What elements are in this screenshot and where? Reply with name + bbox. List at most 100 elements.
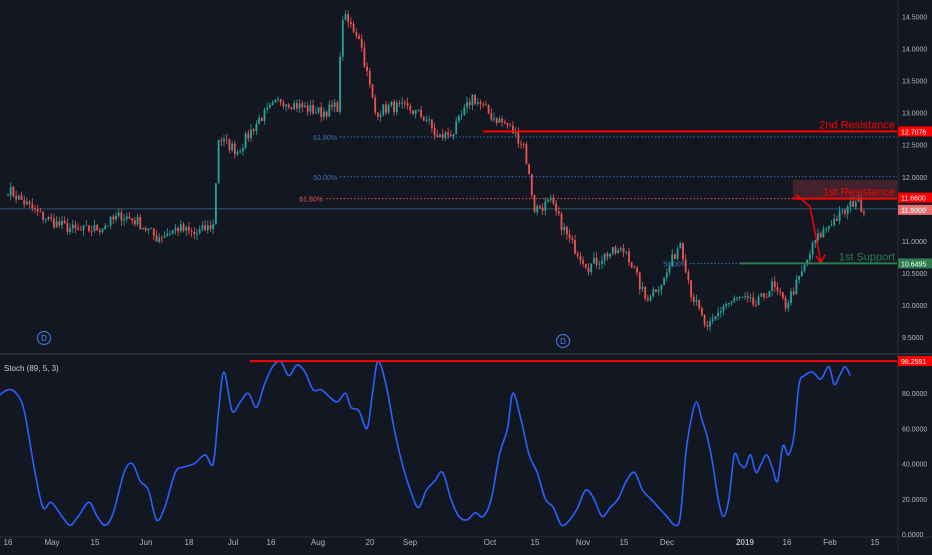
candle-body	[795, 279, 798, 295]
candle-body	[709, 321, 711, 327]
candle-body	[582, 260, 584, 264]
candle-body	[863, 211, 865, 214]
candle-body	[649, 296, 652, 301]
candle-body	[671, 254, 674, 267]
candle-body	[803, 264, 806, 272]
candle-body	[676, 248, 679, 259]
candle-body	[663, 277, 665, 285]
candle-body	[717, 312, 719, 317]
candle-body	[304, 105, 306, 108]
dividend-marker[interactable]	[36, 330, 52, 346]
candle-body	[633, 267, 636, 269]
candle-body	[695, 300, 698, 302]
candle-body	[263, 109, 266, 121]
candle-body	[736, 297, 738, 299]
candle-body	[809, 254, 811, 260]
y-tick-label: 11.0000	[902, 239, 927, 246]
candle-body	[773, 281, 776, 288]
candle-body	[358, 35, 360, 40]
candle-body	[34, 208, 36, 210]
candle-body	[460, 115, 463, 117]
candle-body	[23, 199, 26, 205]
candle-body	[576, 253, 579, 257]
candle-body	[9, 186, 12, 196]
candle-body	[120, 212, 123, 221]
candle-body	[350, 22, 352, 24]
candle-body	[179, 224, 182, 232]
y-tick-label: 13.0000	[902, 111, 927, 118]
candle-body	[490, 113, 493, 120]
candle-body	[474, 94, 476, 104]
stoch-title: Stoch (89, 5, 3)	[4, 364, 59, 373]
candle-body	[609, 253, 611, 257]
y-tick-label: 11.5000	[902, 207, 927, 214]
current-price-tag-bg	[898, 204, 932, 215]
candle-body	[668, 266, 671, 273]
candle-body	[196, 233, 198, 235]
resistance-1-label: 1st Resistance	[823, 187, 895, 199]
candle-body	[765, 297, 768, 298]
candle-body	[339, 56, 341, 112]
candle-body	[741, 297, 744, 298]
candle-body	[833, 218, 836, 226]
candle-body	[277, 99, 279, 101]
candle-body	[44, 219, 47, 221]
candle-body	[428, 119, 431, 121]
candle-body	[409, 105, 412, 111]
forecast-arrow	[795, 194, 822, 263]
stoch-level-tag-bg	[898, 356, 932, 367]
candle-body	[665, 272, 668, 278]
candle-body	[387, 105, 390, 113]
candle-body	[512, 125, 514, 134]
candle-body	[455, 121, 458, 135]
candle-body	[555, 203, 557, 212]
candle-body	[849, 201, 852, 207]
candle-body	[566, 226, 568, 235]
resistance-2-label: 2nd Resistance	[819, 119, 895, 131]
candle-body	[282, 102, 285, 107]
candle-body	[252, 129, 255, 132]
candle-body	[190, 230, 193, 232]
candle-body	[355, 31, 358, 36]
dividend-marker[interactable]	[555, 333, 571, 349]
candle-body	[852, 201, 854, 207]
candle-body	[63, 220, 66, 224]
x-tick-label: Jun	[140, 538, 153, 547]
candle-body	[279, 99, 282, 103]
candle-body	[142, 227, 144, 230]
candle-body	[684, 259, 687, 273]
candle-body	[109, 216, 112, 226]
candle-body	[449, 134, 452, 137]
candle-body	[728, 303, 730, 305]
candle-body	[39, 211, 42, 213]
candle-body	[328, 104, 331, 117]
y-tick-label: 14.0000	[902, 46, 927, 53]
candle-body	[368, 71, 371, 85]
candle-body	[53, 218, 55, 228]
candle-body	[169, 233, 171, 235]
candle-body	[125, 216, 128, 219]
candle-body	[701, 308, 703, 315]
candle-body	[825, 228, 827, 230]
candle-body	[150, 228, 152, 230]
candle-body	[225, 138, 228, 140]
resistance-2-tag-bg	[898, 126, 932, 137]
candle-body	[482, 104, 485, 105]
candle-body	[768, 290, 771, 298]
candle-body	[509, 125, 512, 127]
candle-body	[811, 243, 814, 255]
candle-body	[657, 289, 660, 292]
candle-body	[830, 225, 833, 227]
candle-body	[530, 174, 533, 196]
y-tick-label: 13.5000	[902, 79, 927, 86]
candle-body	[393, 101, 395, 113]
candle-body	[560, 213, 563, 230]
candle-body	[61, 220, 63, 226]
x-tick-label: 15	[620, 538, 629, 547]
candle-body	[836, 218, 838, 221]
x-tick-label: 15	[531, 538, 540, 547]
candle-body	[493, 118, 495, 120]
candle-body	[679, 243, 682, 249]
candle-body	[88, 225, 90, 232]
